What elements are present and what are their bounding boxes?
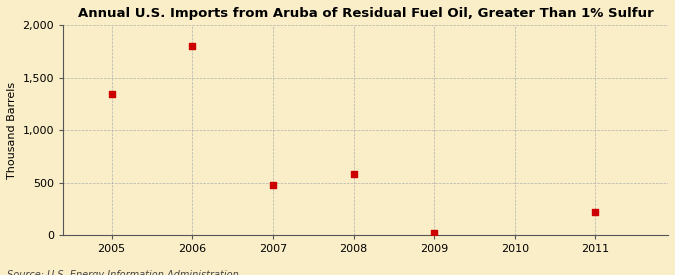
Y-axis label: Thousand Barrels: Thousand Barrels bbox=[7, 82, 17, 179]
Point bbox=[348, 172, 359, 177]
Point bbox=[590, 210, 601, 214]
Text: Source: U.S. Energy Information Administration: Source: U.S. Energy Information Administ… bbox=[7, 271, 238, 275]
Point bbox=[267, 183, 278, 187]
Point bbox=[106, 91, 117, 96]
Point bbox=[429, 231, 439, 235]
Point bbox=[187, 44, 198, 48]
Title: Annual U.S. Imports from Aruba of Residual Fuel Oil, Greater Than 1% Sulfur: Annual U.S. Imports from Aruba of Residu… bbox=[78, 7, 653, 20]
